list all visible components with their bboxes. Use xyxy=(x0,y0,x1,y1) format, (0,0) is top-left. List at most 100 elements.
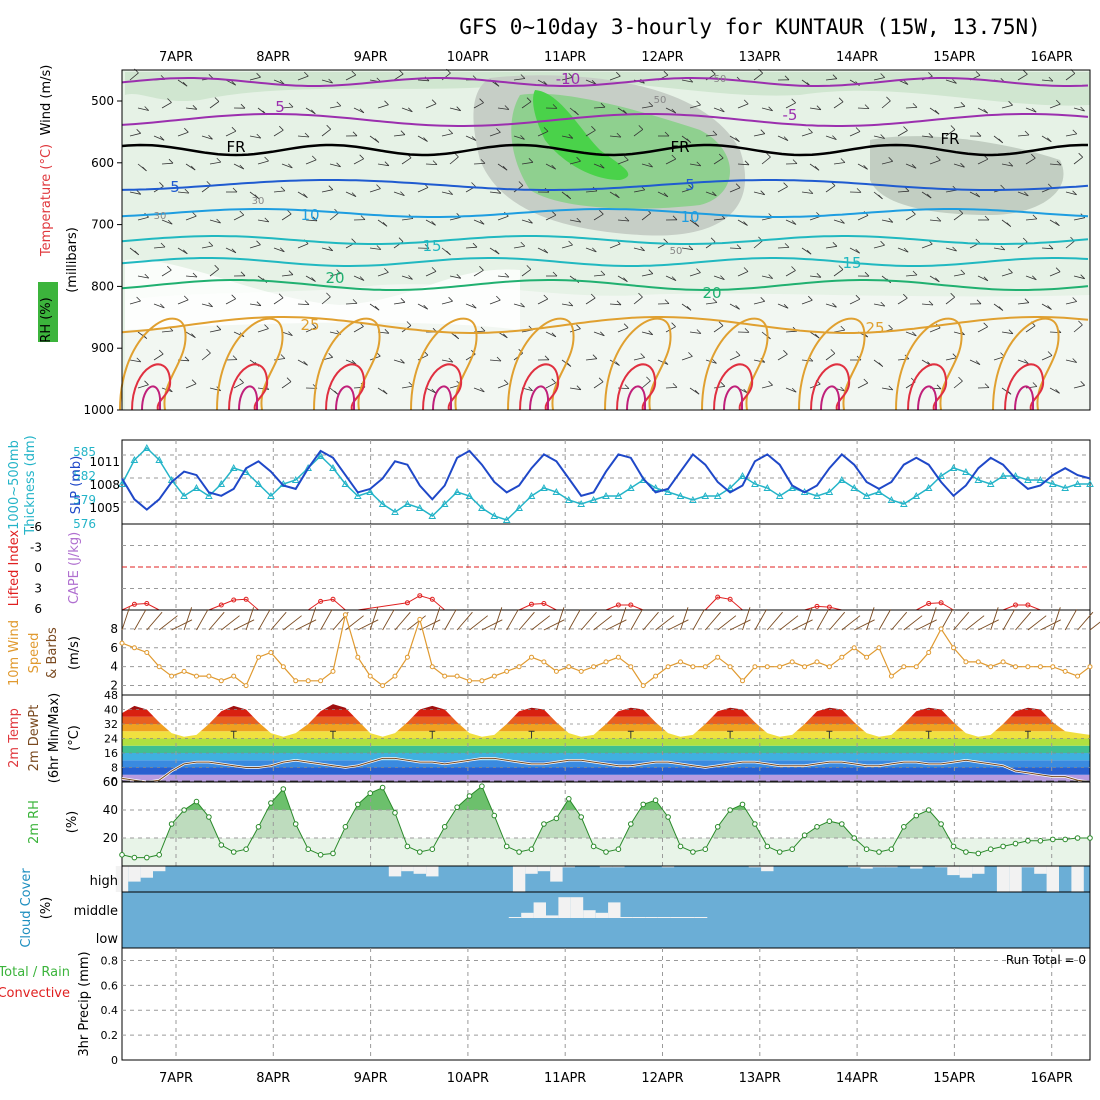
wind10-speed-point xyxy=(888,673,894,679)
wind10-barb xyxy=(407,615,426,631)
upper-wind-barb-flag xyxy=(855,294,861,300)
upper-wind-barb-flag xyxy=(280,247,285,253)
thickness-point xyxy=(515,503,523,511)
thickness-point xyxy=(1048,479,1057,487)
upper-wind-barb xyxy=(449,156,459,165)
li-tick-label: 0 xyxy=(34,561,42,575)
cloud-high-bar xyxy=(426,866,439,877)
date-label-top: 11APR xyxy=(544,50,586,65)
thickness-point xyxy=(329,463,337,471)
li-tick-label: -6 xyxy=(30,520,42,534)
isotherm-label: 10 xyxy=(680,208,699,226)
upper-wind-barb-flag xyxy=(503,379,509,385)
upper-wind-barb xyxy=(153,303,165,309)
wind10-speed-point xyxy=(479,678,485,684)
upper-wind-barb-flag xyxy=(1048,76,1054,82)
li-tick-label: 3 xyxy=(34,582,42,596)
thickness-point xyxy=(614,491,623,499)
upper-wind-barb xyxy=(905,107,918,109)
upper-wind-barb xyxy=(297,303,310,305)
upper-wind-barb-flag xyxy=(960,269,966,275)
wind10-speed-point xyxy=(578,668,584,674)
upper-wind-barb-flag xyxy=(600,102,606,108)
cloud-middle-bar xyxy=(546,915,559,918)
wind10-barb xyxy=(369,607,379,631)
upper-wind-barb xyxy=(593,106,606,109)
upper-wind-barb xyxy=(761,384,773,389)
upper-wind-barb xyxy=(425,271,437,277)
upper-wind-barb xyxy=(297,135,310,138)
upper-wind-barb-flag xyxy=(735,351,741,356)
wind10-barb xyxy=(493,607,503,631)
upper-wind-barb-flag xyxy=(448,129,453,134)
rh2m-point xyxy=(280,786,287,792)
wind10-speed-point xyxy=(665,664,671,670)
cloud-middle-bar xyxy=(583,910,596,918)
isotherm-label: 25 xyxy=(300,316,319,334)
wind10-speed-point xyxy=(1025,664,1031,670)
upper-wind-barb xyxy=(617,159,629,165)
upper-wind-barb-flag xyxy=(1078,152,1083,158)
rh2m-point xyxy=(901,824,907,830)
upper-wind-barb xyxy=(561,76,573,81)
upper-wind-barb-flag xyxy=(1032,275,1037,281)
upper-wind-barb-flag xyxy=(144,273,150,279)
wind10-barb xyxy=(630,609,643,631)
dewpoint-line xyxy=(121,757,1091,783)
upper-wind-barb xyxy=(417,187,429,193)
wind10-barb xyxy=(1015,611,1032,631)
upper-wind-barb-flag xyxy=(374,305,380,311)
upper-wind-barb xyxy=(273,190,285,193)
isotherm-label: 30 xyxy=(154,211,167,222)
upper-wind-barb-flag xyxy=(384,161,390,166)
upper-wind-barb-flag xyxy=(192,105,198,110)
upper-wind-barb xyxy=(681,188,693,193)
rh2m-point xyxy=(727,807,733,813)
cloud-cover-unit: (%) xyxy=(39,897,54,920)
thickness-point xyxy=(713,491,722,499)
upper-wind-barb-flag xyxy=(975,238,981,244)
wind10-speed-point xyxy=(243,683,249,689)
thickness-point xyxy=(453,487,461,495)
upper-wind-barb-flag xyxy=(983,276,989,282)
upper-wind-barb-flag xyxy=(494,249,500,255)
upper-wind-barb xyxy=(953,380,963,389)
cloud-high-bar xyxy=(512,866,526,892)
upper-wind-barb xyxy=(681,356,693,361)
thickness-point xyxy=(341,479,350,487)
upper-wind-barb xyxy=(321,79,333,84)
wind10-speed-point xyxy=(553,668,559,674)
upper-wind-barb-flag xyxy=(1072,190,1077,196)
temp2m-tick-label: 24 xyxy=(104,733,118,746)
upper-wind-barb-flag xyxy=(623,277,628,282)
upper-wind-barb xyxy=(809,107,821,111)
isotherm-35-loop xyxy=(529,385,549,411)
upper-wind-barb xyxy=(977,326,988,333)
upper-wind-barb-flag xyxy=(303,193,308,198)
upper-wind-barb xyxy=(641,212,651,221)
upper-wind-barb-flag xyxy=(768,274,773,279)
wind10-barb xyxy=(965,615,985,631)
upper-wind-barb xyxy=(257,328,269,333)
upper-wind-barb-flag xyxy=(239,378,244,383)
upper-wind-barb xyxy=(281,163,293,169)
wind10-barb xyxy=(345,615,364,631)
thickness-point xyxy=(465,491,474,499)
lifted-index-label: Lifted Index xyxy=(7,529,22,606)
wind10-speed-point xyxy=(194,673,199,679)
upper-wind-barb xyxy=(1025,275,1037,281)
upper-wind-barb xyxy=(753,300,765,305)
upper-wind-barb xyxy=(329,105,341,109)
upper-wind-barb xyxy=(305,107,316,115)
cloud-middle-bar xyxy=(521,912,534,918)
rh2m-point xyxy=(863,846,870,853)
upper-wind-barb-flag xyxy=(696,268,701,273)
wind10-barb xyxy=(196,609,209,631)
upper-wind-barb xyxy=(713,157,724,165)
wind10-speed-point xyxy=(467,678,472,684)
rh2m-point xyxy=(628,821,634,827)
upper-wind-barb xyxy=(537,298,548,305)
upper-wind-barb xyxy=(321,247,333,252)
upper-wind-barb-flag xyxy=(840,386,845,392)
wind10-barb xyxy=(146,611,163,631)
